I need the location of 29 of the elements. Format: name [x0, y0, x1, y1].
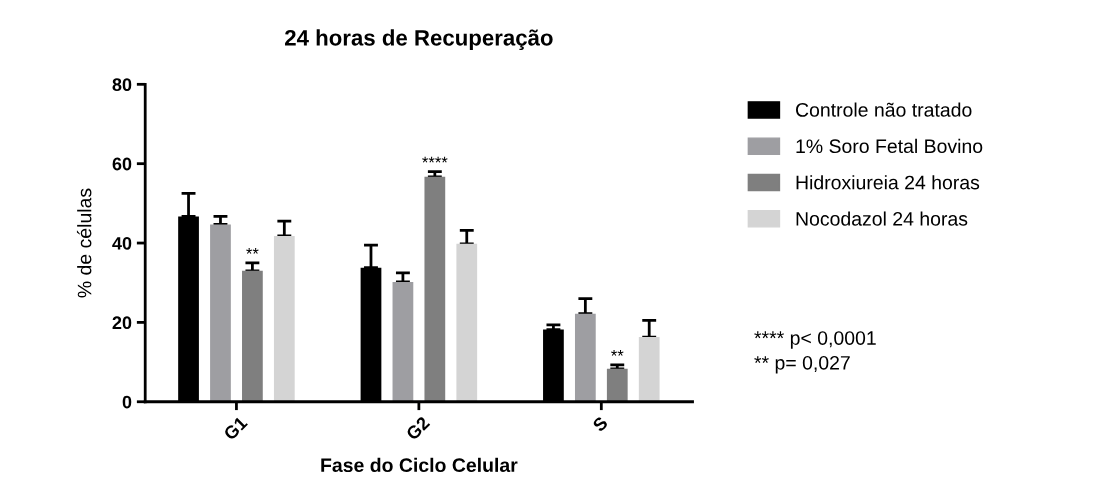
bar: [210, 224, 231, 402]
bar: [456, 243, 478, 402]
legend-label: Controle não tratado: [796, 102, 972, 117]
chart-title: 24 horas de Recuperação: [285, 29, 553, 51]
x-tick-label: S: [591, 415, 609, 433]
x-tick-label: G1: [222, 415, 249, 441]
bar: [242, 270, 263, 402]
bar: [638, 337, 660, 402]
legend-label: 1% Soro Fetal Bovino: [796, 138, 983, 154]
bar: [392, 281, 414, 402]
x-tick-label: G2: [405, 415, 431, 441]
legend-label: Hidroxiureia 24 horas: [796, 175, 980, 190]
legend-label: Nocodazol 24 horas: [796, 211, 968, 226]
y-tick-label: 60: [112, 157, 132, 171]
y-tick-label: 40: [112, 236, 132, 250]
x-axis-title: Fase do Ciclo Celular: [321, 457, 518, 473]
bar: [574, 313, 596, 402]
y-tick-label: 80: [112, 78, 132, 92]
bar: [424, 176, 446, 402]
text: **** p< 0,0001: [754, 331, 876, 349]
annotation: **: [611, 349, 624, 356]
bar: [273, 235, 295, 402]
y-tick-label: 20: [112, 316, 132, 330]
text: ** p= 0,027: [754, 355, 850, 374]
annotation: ****: [422, 156, 448, 163]
annotation: **: [246, 247, 259, 254]
y-tick-label: 0: [122, 395, 132, 409]
bar: [606, 368, 628, 402]
y-axis-title: % de células: [76, 188, 92, 298]
